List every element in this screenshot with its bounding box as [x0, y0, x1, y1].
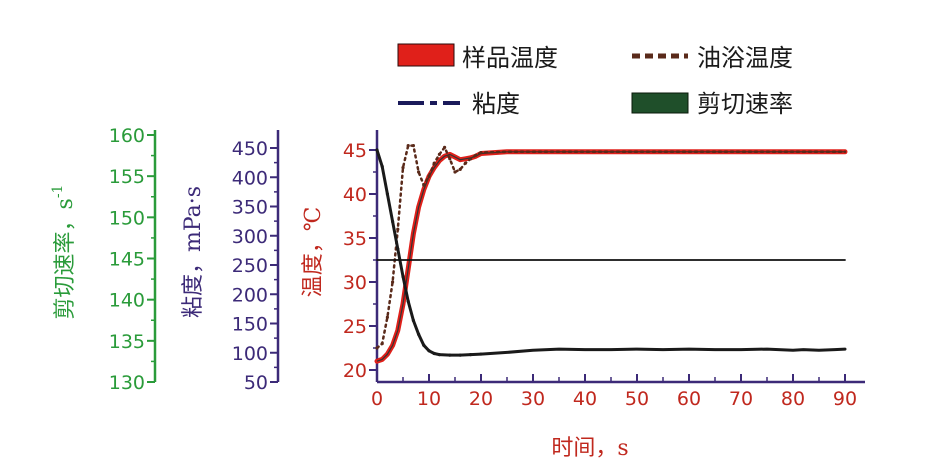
series-bath-temp-point	[396, 227, 400, 231]
series-bath-temp-point	[422, 183, 426, 187]
shear-tick-label: 130	[109, 372, 145, 394]
series-viscosity	[375, 148, 847, 357]
shear-tick-label: 145	[109, 249, 145, 271]
series-bath-temp-point	[448, 157, 452, 161]
viscosity-tick-label: 350	[232, 197, 268, 219]
series-bath-temp-point	[380, 342, 384, 346]
time-tick-label: 90	[833, 388, 857, 410]
temperature-tick-label: 35	[343, 228, 367, 250]
series-sample-temp	[374, 149, 848, 364]
series-bath-temp-point	[432, 161, 436, 165]
series-viscosity-point	[406, 299, 410, 303]
legend: 样品温度 油浴温度 粘度 剪切速率	[397, 43, 793, 118]
viscosity-axis-title: 粘度，mPa·s	[181, 186, 206, 318]
shear-tick-label: 155	[109, 166, 145, 188]
temperature-tick-label: 20	[343, 360, 367, 382]
series-bath-temp-point	[406, 144, 410, 148]
temperature-tick-label: 45	[343, 140, 367, 162]
time-tick-label: 70	[729, 388, 753, 410]
temperature-tick-label: 40	[343, 184, 367, 206]
viscosity-axis: 50 100 150 200 250 300 350 400 450 粘度，mPa·s	[181, 130, 280, 394]
series-viscosity-point	[422, 343, 426, 347]
shear-tick-label: 150	[109, 207, 145, 229]
series-viscosity-point	[385, 192, 389, 196]
series-viscosity-point	[437, 353, 441, 357]
series-bath-temp-point	[391, 280, 395, 284]
temperature-axis: 20 25 30 35 40 45 温度，℃	[301, 130, 379, 382]
time-axis-title: 时间，s	[551, 436, 628, 461]
shear-tick-label: 140	[109, 290, 145, 312]
series-viscosity-point	[396, 247, 400, 251]
series-bath-temp	[375, 144, 847, 350]
series-viscosity-point	[417, 332, 421, 336]
time-tick-label: 30	[521, 388, 545, 410]
time-axis: 0 10 20 30 40 50 60 70 80 90 时间，s	[371, 374, 865, 461]
series-viscosity-point	[448, 353, 452, 357]
viscosity-tick-label: 450	[232, 138, 268, 160]
series-viscosity-point	[401, 274, 405, 279]
series-viscosity-point	[458, 353, 462, 357]
series-viscosity-point	[427, 349, 431, 353]
series-bath-temp-point	[411, 144, 415, 148]
shear-rate-axis-title: 剪切速率，s-1	[50, 185, 78, 320]
series-bath-temp-point	[375, 346, 379, 350]
series-viscosity-point	[479, 352, 483, 356]
series-sample-temp-core	[376, 151, 845, 362]
legend-label-bath-temp: 油浴温度	[697, 44, 793, 72]
time-tick-label: 10	[417, 388, 441, 410]
viscosity-tick-label: 100	[232, 343, 268, 365]
shear-tick-label: 135	[109, 331, 145, 353]
legend-label-sample-temp: 样品温度	[462, 44, 558, 72]
series-layer	[374, 144, 848, 364]
series-viscosity-point	[375, 148, 379, 152]
viscosity-tick-label: 200	[232, 284, 268, 306]
series-viscosity-point	[469, 353, 473, 357]
shear-tick-label: 160	[109, 125, 145, 147]
time-tick-label: 40	[573, 388, 597, 410]
legend-label-viscosity: 粘度	[472, 90, 520, 118]
viscosity-tick-label: 250	[232, 255, 268, 277]
series-bath-temp-point	[443, 145, 447, 149]
time-tick-label: 50	[625, 388, 649, 410]
viscosity-tick-label: 400	[232, 167, 268, 189]
series-bath-temp-point	[463, 161, 467, 165]
viscosity-tick-label: 50	[244, 372, 268, 394]
series-bath-temp-point	[469, 157, 473, 161]
time-tick-label: 0	[371, 388, 383, 410]
legend-swatch-sample-temp	[397, 43, 455, 67]
legend-label-shear-rate: 剪切速率	[697, 90, 793, 118]
series-viscosity-point	[391, 219, 395, 224]
series-bath-temp-point	[401, 166, 405, 170]
series-viscosity-point	[411, 318, 415, 323]
time-tick-label: 80	[781, 388, 805, 410]
time-tick-label: 60	[677, 388, 701, 410]
series-bath-temp-point	[417, 170, 421, 174]
temperature-tick-label: 25	[343, 316, 367, 338]
series-bath-temp-point	[427, 174, 431, 178]
series-bath-temp-point	[437, 152, 441, 156]
series-bath-temp-point	[385, 315, 389, 319]
series-viscosity-point	[432, 351, 436, 356]
viscosity-tick-label: 150	[232, 314, 268, 336]
legend-swatch-shear-rate	[631, 92, 689, 114]
series-bath-temp-point	[479, 151, 483, 155]
viscosity-tick-label: 300	[232, 226, 268, 248]
shear-rate-axis: 130 135 140 145 150 155 160 剪切速率，s-1	[50, 125, 157, 394]
series-viscosity-point	[380, 164, 384, 169]
time-tick-label: 20	[469, 388, 493, 410]
series-bath-temp-point	[458, 167, 462, 171]
temperature-tick-label: 30	[343, 272, 367, 294]
series-bath-temp-point	[453, 170, 457, 174]
temperature-axis-title: 温度，℃	[301, 207, 326, 298]
series-bath-temp-point	[474, 153, 478, 157]
